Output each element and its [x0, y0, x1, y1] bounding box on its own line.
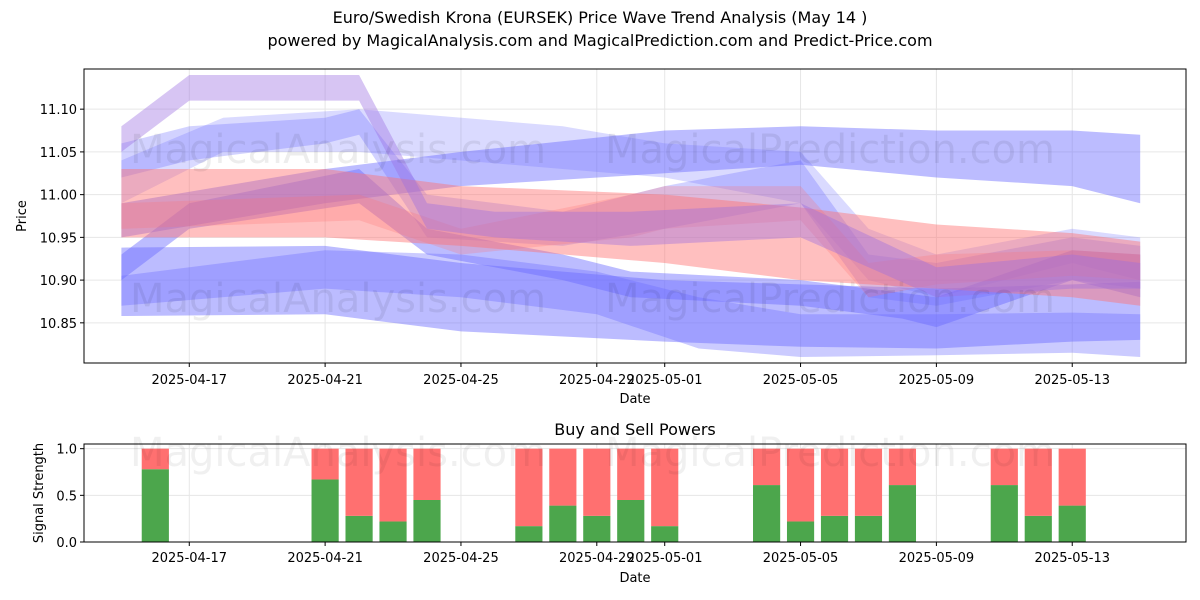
signal-plot: Buy and Sell Powers MagicalAnalysis.com Ma…: [32, 420, 1187, 586]
buy-bar: [413, 500, 441, 542]
sell-bar: [413, 448, 441, 500]
buy-bar: [1058, 505, 1086, 542]
signal-y-tick-label: 1.0: [56, 443, 77, 458]
buy-bar: [854, 515, 883, 542]
sell-bar: [786, 448, 815, 522]
sell-bar: [1024, 448, 1052, 516]
buy-bar: [651, 526, 679, 542]
buy-bar: [345, 515, 373, 542]
signal-x-axis-label: Date: [619, 571, 650, 586]
sell-bar: [345, 448, 373, 516]
wave-band-4: [121, 169, 1141, 328]
sell-bar: [888, 448, 917, 486]
buy-bar: [141, 469, 169, 542]
sell-bar: [990, 448, 1018, 486]
chart-subtitle: powered by MagicalAnalysis.com and Magic…: [267, 31, 933, 50]
buy-bar: [1024, 515, 1052, 542]
price-x-tick-label: 2025-04-17: [151, 373, 227, 388]
chart-title: Euro/Swedish Krona (EURSEK) Price Wave T…: [332, 8, 868, 27]
price-y-tick-label: 11.00: [40, 189, 77, 204]
buy-bar: [820, 515, 849, 542]
buy-bar: [888, 485, 917, 542]
price-y-tick-label: 10.90: [40, 274, 77, 289]
buy-bar: [379, 521, 407, 542]
sell-bar: [583, 448, 611, 516]
wave-band-8: [121, 186, 1141, 298]
signal-x-tick-label: 2025-05-01: [627, 551, 703, 566]
sell-bar: [820, 448, 849, 516]
buy-bar: [583, 515, 611, 542]
price-x-tick-label: 2025-05-13: [1034, 373, 1110, 388]
price-x-tick-label: 2025-05-05: [763, 373, 839, 388]
sell-bar: [1058, 448, 1086, 506]
signal-x-tick-label: 2025-05-05: [763, 551, 839, 566]
sell-bar: [854, 448, 883, 516]
signal-x-tick-label: 2025-05-09: [899, 551, 975, 566]
signal-x-tick-label: 2025-05-13: [1034, 551, 1110, 566]
price-y-tick-label: 11.05: [40, 146, 77, 161]
watermark-text: MagicalPrediction.com: [605, 127, 1055, 173]
wave-band-5: [121, 109, 1141, 306]
sell-bar: [651, 448, 679, 527]
buy-bar: [753, 485, 781, 542]
signal-x-tick-label: 2025-04-17: [151, 551, 227, 566]
price-x-tick-label: 2025-04-29: [559, 373, 635, 388]
watermark-text: MagicalAnalysis.com: [130, 430, 546, 476]
sell-bar: [141, 448, 169, 470]
buy-bar: [515, 526, 543, 542]
price-y-tick-label: 10.95: [40, 231, 77, 246]
signal-y-tick-label: 0.5: [56, 489, 77, 504]
signal-x-tick-label: 2025-04-21: [287, 551, 363, 566]
watermark-text: MagicalPrediction.com: [605, 430, 1055, 476]
price-y-tick-label: 11.10: [40, 103, 77, 118]
sell-bar: [515, 448, 543, 527]
price-y-tick-label: 10.85: [40, 317, 77, 332]
wave-band-3: [121, 250, 1141, 357]
sell-bar: [549, 448, 577, 506]
wave-band-1: [121, 245, 1141, 349]
price-axes-frame: [83, 68, 1187, 364]
buy-bar: [617, 500, 645, 542]
buy-bar: [549, 505, 577, 542]
buy-bar: [311, 479, 339, 542]
price-x-axis-label: Date: [619, 392, 650, 407]
signal-y-tick-label: 0.0: [56, 536, 77, 551]
signal-axes-frame: [83, 443, 1187, 543]
wave-band-6: [121, 109, 1141, 298]
price-y-axis-label: Price: [15, 200, 30, 232]
buy-bar: [786, 521, 815, 542]
price-x-tick-label: 2025-05-01: [627, 373, 703, 388]
watermark-text: MagicalPrediction.com: [605, 276, 1055, 322]
price-x-tick-label: 2025-04-21: [287, 373, 363, 388]
signal-x-tick-label: 2025-04-29: [559, 551, 635, 566]
price-x-tick-label: 2025-04-25: [423, 373, 499, 388]
sell-bar: [379, 448, 407, 522]
price-x-tick-label: 2025-05-09: [899, 373, 975, 388]
buy-bar: [990, 485, 1018, 542]
signal-y-axis-label: Signal Strength: [32, 443, 47, 543]
sell-bar: [311, 448, 339, 480]
sell-bar: [753, 448, 781, 486]
wave-band-9: [121, 75, 1141, 298]
wave-band-7: [121, 169, 1141, 306]
signal-x-tick-label: 2025-04-25: [423, 551, 499, 566]
price-plot: MagicalAnalysis.com MagicalPrediction.com…: [15, 68, 1187, 407]
wave-band-2: [121, 126, 1141, 238]
signal-chart-title: Buy and Sell Powers: [554, 420, 716, 439]
watermark-text: MagicalAnalysis.com: [130, 276, 546, 322]
sell-bar: [617, 448, 645, 500]
watermark-text: MagicalAnalysis.com: [130, 127, 546, 173]
